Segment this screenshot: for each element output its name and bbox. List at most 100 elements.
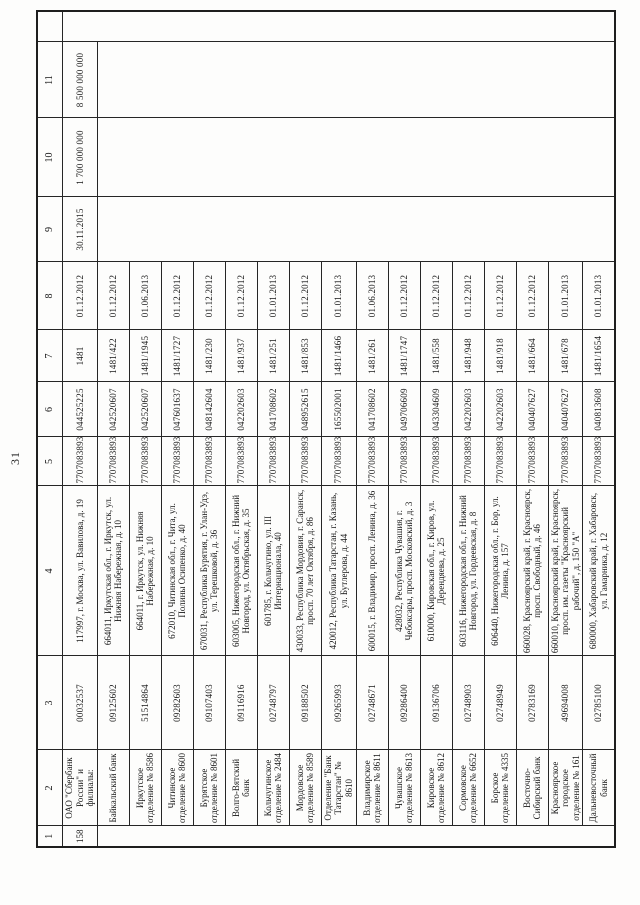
table-cell: 1 700 000 000 xyxy=(62,118,98,197)
table-cell: 1481/1727 xyxy=(161,330,194,382)
table-cell: 1481/1747 xyxy=(388,330,421,382)
table-cell: 7707083893 xyxy=(161,437,194,486)
table-cell: 047601637 xyxy=(161,382,194,437)
table-cell: 7707083893 xyxy=(582,437,615,486)
table-cell: 01.12.2012 xyxy=(289,262,322,330)
table-cell: 1481/1654 xyxy=(582,330,615,382)
table-cell: 00032537 xyxy=(62,656,98,750)
table-cell: 042202603 xyxy=(484,382,517,437)
table-cell: Борское отделение № 4335 xyxy=(484,750,517,826)
table-cell: 1481/558 xyxy=(420,330,453,382)
table-cell: 420012, Республика Татарстан, г. Казань,… xyxy=(321,486,357,656)
table-cell: 1481/664 xyxy=(516,330,549,382)
table-cell: 09107403 xyxy=(193,656,226,750)
table-cell: 01.12.2012 xyxy=(62,262,98,330)
table-cell: 1481/853 xyxy=(289,330,322,382)
table-cell: 01.12.2012 xyxy=(484,262,517,330)
table-cell: 7707083893 xyxy=(420,437,453,486)
column-header: 9 xyxy=(37,197,63,262)
table-cell: 044525225 xyxy=(62,382,98,437)
table-cell: 610000, Кировская обл., г. Киров, ул. Де… xyxy=(420,486,453,656)
table-row: 158 ОАО "Сбербанк России" и филиалы: 00032… xyxy=(62,11,615,847)
table-cell: 7707083893 xyxy=(452,437,485,486)
column-header: 3 xyxy=(37,656,63,750)
table-cell: 048142604 xyxy=(193,382,226,437)
table-cell: Кировское отделение № 8612 xyxy=(420,750,453,826)
table-cell: 042520607 xyxy=(129,382,162,437)
table-cell: Волго-Вятский банк xyxy=(225,750,258,826)
table-cell: 048952615 xyxy=(289,382,322,437)
table-cell: 117997, г. Москва, ул. Вавилова, д. 19 xyxy=(62,486,98,656)
table-cell: Кольчугинское отделение № 2484 xyxy=(257,750,290,826)
table-cell: 158 xyxy=(62,826,98,847)
date2-cell-empty xyxy=(97,197,615,262)
column-header: 10 xyxy=(37,118,63,197)
table-cell: 7707083893 xyxy=(356,437,389,486)
table-cell: 02748949 xyxy=(484,656,517,750)
column-header: 2 xyxy=(37,750,63,826)
table-cell: 7707083893 xyxy=(484,437,517,486)
table-cell: 01.12.2012 xyxy=(388,262,421,330)
table-cell: 7707083893 xyxy=(321,437,357,486)
table-cell: Читинское отделение № 8600 xyxy=(161,750,194,826)
table-cell: 01.12.2012 xyxy=(452,262,485,330)
table-cell: Отделение "Банк Татарстан" № 8610 xyxy=(321,750,357,826)
table-body: 158 ОАО "Сбербанк России" и филиалы: 00032… xyxy=(62,11,615,847)
table-cell: Сормовское отделение № 6652 xyxy=(452,750,485,826)
table-row: Байкальский банк 09125602 664011, Иркутска… xyxy=(97,11,615,847)
table-cell: Иркутское отделение № 8586 xyxy=(129,750,162,826)
table-cell: ОАО "Сбербанк России" и филиалы: xyxy=(62,750,98,826)
branches-table: 1 2 3 4 5 6 7 8 9 10 11 158 ОАО "Сбербанк России" и… xyxy=(36,10,616,848)
table-cell: 01.12.2012 xyxy=(225,262,258,330)
table-cell: 1481/937 xyxy=(225,330,258,382)
table-cell: 01.12.2012 xyxy=(193,262,226,330)
table-cell: 09265993 xyxy=(321,656,357,750)
table-cell: 601785, г. Кольчугино, ул. III Интернаци… xyxy=(257,486,290,656)
table-cell: 01.12.2012 xyxy=(420,262,453,330)
table-cell: Чувашское отделение № 8613 xyxy=(388,750,421,826)
table-cell: 09286400 xyxy=(388,656,421,750)
table-cell: 606440, Нижегородская обл., г. Бор, ул. … xyxy=(484,486,517,656)
table-cell: 7707083893 xyxy=(289,437,322,486)
table-cell: 1481/1945 xyxy=(129,330,162,382)
table-cell: 7707083893 xyxy=(257,437,290,486)
column-header: 5 xyxy=(37,437,63,486)
column-header: 8 xyxy=(37,262,63,330)
amount1-cell-empty xyxy=(97,118,615,197)
table-cell: 1481/422 xyxy=(97,330,130,382)
table-cell: 680000, Хабаровский край, г. Хабаровск, … xyxy=(582,486,615,656)
table-cell: 1481/261 xyxy=(356,330,389,382)
column-header: 6 xyxy=(37,382,63,437)
table-cell: 042520607 xyxy=(97,382,130,437)
table-cell: 01.01.2013 xyxy=(582,262,615,330)
table-cell: 7707083893 xyxy=(388,437,421,486)
table-cell: 664011, г. Иркутск, ул. Нижняя Набережна… xyxy=(129,486,162,656)
table-cell: Красноярское городское отделение № 161 xyxy=(548,750,583,826)
table-cell: 01.06.2013 xyxy=(129,262,162,330)
amount2-cell-empty xyxy=(97,42,615,118)
column-header: 7 xyxy=(37,330,63,382)
table-cell: 1481/948 xyxy=(452,330,485,382)
table-cell: 041708602 xyxy=(356,382,389,437)
table-cell: 01.01.2013 xyxy=(321,262,357,330)
row-number-cell-empty xyxy=(97,826,615,847)
table-cell: 603005, Нижегородская обл., г. Нижний Но… xyxy=(225,486,258,656)
column-header: 11 xyxy=(37,42,63,118)
table-cell: 041708602 xyxy=(257,382,290,437)
table-cell: 01.01.2013 xyxy=(548,262,583,330)
table-cell: 09116916 xyxy=(225,656,258,750)
table-cell: 1481/230 xyxy=(193,330,226,382)
notes-cell-empty xyxy=(62,11,615,42)
table-cell: 049706609 xyxy=(388,382,421,437)
table-cell: 1481 xyxy=(62,330,98,382)
table-cell: 02748671 xyxy=(356,656,389,750)
table-cell: 09125602 xyxy=(97,656,130,750)
table-cell: 30.11.2015 xyxy=(62,197,98,262)
table-cell: 7707083893 xyxy=(97,437,130,486)
table-cell: 7707083893 xyxy=(129,437,162,486)
table-cell: 49694008 xyxy=(548,656,583,750)
table-cell: 7707083893 xyxy=(225,437,258,486)
table-cell: Владимирское отделение № 8611 xyxy=(356,750,389,826)
table-cell: 7707083893 xyxy=(62,437,98,486)
